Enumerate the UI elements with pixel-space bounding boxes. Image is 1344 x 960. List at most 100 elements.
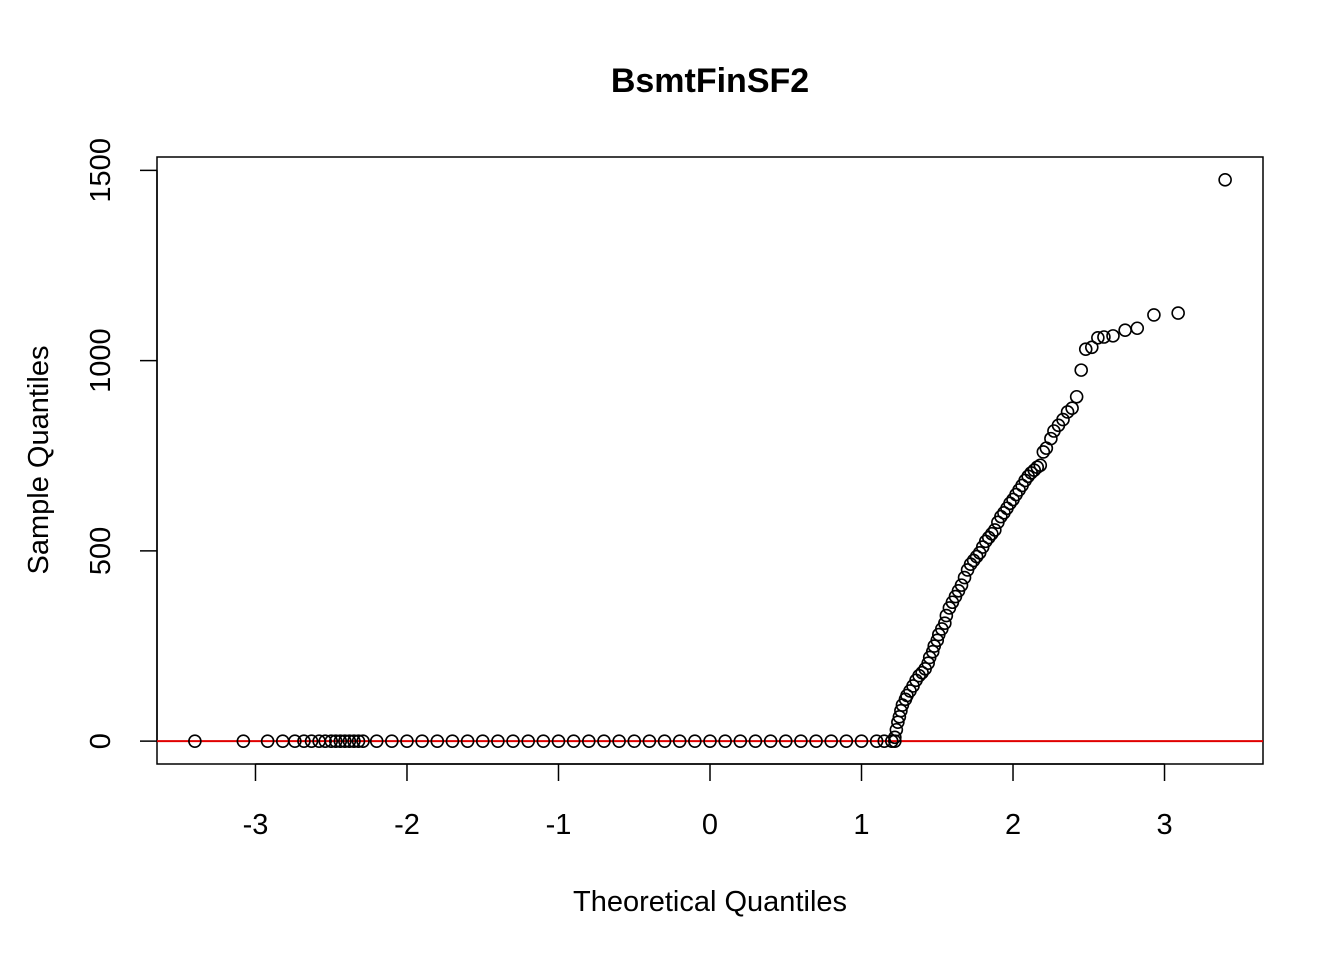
x-tick-label: -1 <box>546 809 572 841</box>
data-point <box>288 734 302 748</box>
data-point <box>657 734 672 748</box>
x-tick-label: 2 <box>1005 809 1021 841</box>
chart-title: BsmtFinSF2 <box>611 62 809 100</box>
data-point <box>763 734 778 748</box>
data-point <box>260 734 275 748</box>
data-point <box>1060 405 1075 419</box>
y-tick-label: 0 <box>85 733 117 749</box>
data-point <box>1069 389 1084 404</box>
data-point <box>966 553 981 568</box>
data-point <box>921 656 935 670</box>
data-point <box>491 734 505 748</box>
data-point <box>324 734 339 748</box>
data-point <box>985 526 999 541</box>
x-axis: -3 -2 -1 0 1 2 3 <box>243 763 1173 841</box>
data-point <box>1091 330 1105 345</box>
data-point <box>854 734 869 748</box>
data-point <box>627 734 642 748</box>
data-point <box>939 608 954 623</box>
data-point <box>981 530 996 545</box>
data-point <box>1074 363 1088 377</box>
data-point <box>415 734 429 748</box>
data-point <box>703 734 717 748</box>
x-tick-label: 3 <box>1156 809 1172 841</box>
data-point <box>938 616 952 630</box>
data-point <box>1056 412 1070 427</box>
data-point <box>612 734 626 748</box>
data-point <box>551 734 566 748</box>
data-point <box>824 734 839 748</box>
data-point <box>342 734 357 748</box>
data-point <box>839 734 854 748</box>
data-point <box>957 570 972 585</box>
data-point <box>1106 329 1120 343</box>
data-point <box>969 549 984 564</box>
data-point <box>521 734 535 748</box>
x-axis-label: Theoretical Quantiles <box>573 886 847 918</box>
data-point <box>369 734 384 748</box>
data-point <box>1147 308 1161 322</box>
data-point <box>1097 330 1111 344</box>
data-point <box>688 734 702 748</box>
data-point <box>597 734 611 748</box>
data-point <box>536 734 551 748</box>
data-point <box>1171 306 1185 320</box>
data-point <box>1218 173 1232 187</box>
data-point <box>1078 342 1093 356</box>
x-tick-label: 1 <box>853 809 869 841</box>
x-tick-label: 0 <box>702 809 718 841</box>
data-point <box>889 722 904 737</box>
data-point <box>809 734 823 748</box>
data-point <box>930 633 945 648</box>
data-point <box>954 578 969 592</box>
data-point <box>672 734 687 748</box>
y-axis-label: Sample Quantiles <box>23 346 55 575</box>
data-point <box>385 734 399 748</box>
data-point <box>445 734 460 748</box>
data-point <box>318 734 332 748</box>
data-point <box>297 734 311 748</box>
data-point <box>778 734 793 748</box>
plot-frame <box>156 156 1264 765</box>
data-point <box>304 734 319 748</box>
data-point <box>188 734 202 748</box>
data-point <box>1030 460 1045 474</box>
data-point <box>328 734 343 748</box>
data-point <box>356 734 370 748</box>
y-axis: 0 500 1000 1500 <box>85 138 158 749</box>
data-point <box>1036 445 1051 459</box>
data-point <box>1130 321 1145 336</box>
data-point <box>400 734 414 748</box>
data-point <box>925 644 940 659</box>
y-tick-label: 1000 <box>85 328 117 393</box>
data-point <box>988 523 1002 537</box>
data-point <box>794 734 808 748</box>
data-point <box>748 734 763 748</box>
data-point <box>581 734 596 748</box>
data-point <box>236 734 251 748</box>
data-point <box>475 734 490 748</box>
data-point <box>506 734 520 748</box>
data-point <box>1084 340 1099 355</box>
data-point <box>888 730 902 745</box>
x-tick-label: -3 <box>243 809 269 841</box>
data-point <box>1033 458 1048 473</box>
data-point <box>718 734 732 748</box>
data-point <box>430 734 445 748</box>
y-tick-label: 500 <box>85 527 117 575</box>
data-point <box>869 734 884 748</box>
data-point <box>338 734 352 748</box>
data-point <box>915 665 929 680</box>
data-point <box>1044 431 1058 446</box>
data-point <box>733 734 748 748</box>
data-point <box>1118 323 1132 337</box>
data-point <box>894 703 908 718</box>
data-point <box>333 734 348 748</box>
y-tick-label: 1500 <box>85 138 117 203</box>
data-point <box>351 734 366 748</box>
data-point <box>642 734 657 748</box>
data-point <box>566 734 581 748</box>
data-point <box>460 734 475 748</box>
